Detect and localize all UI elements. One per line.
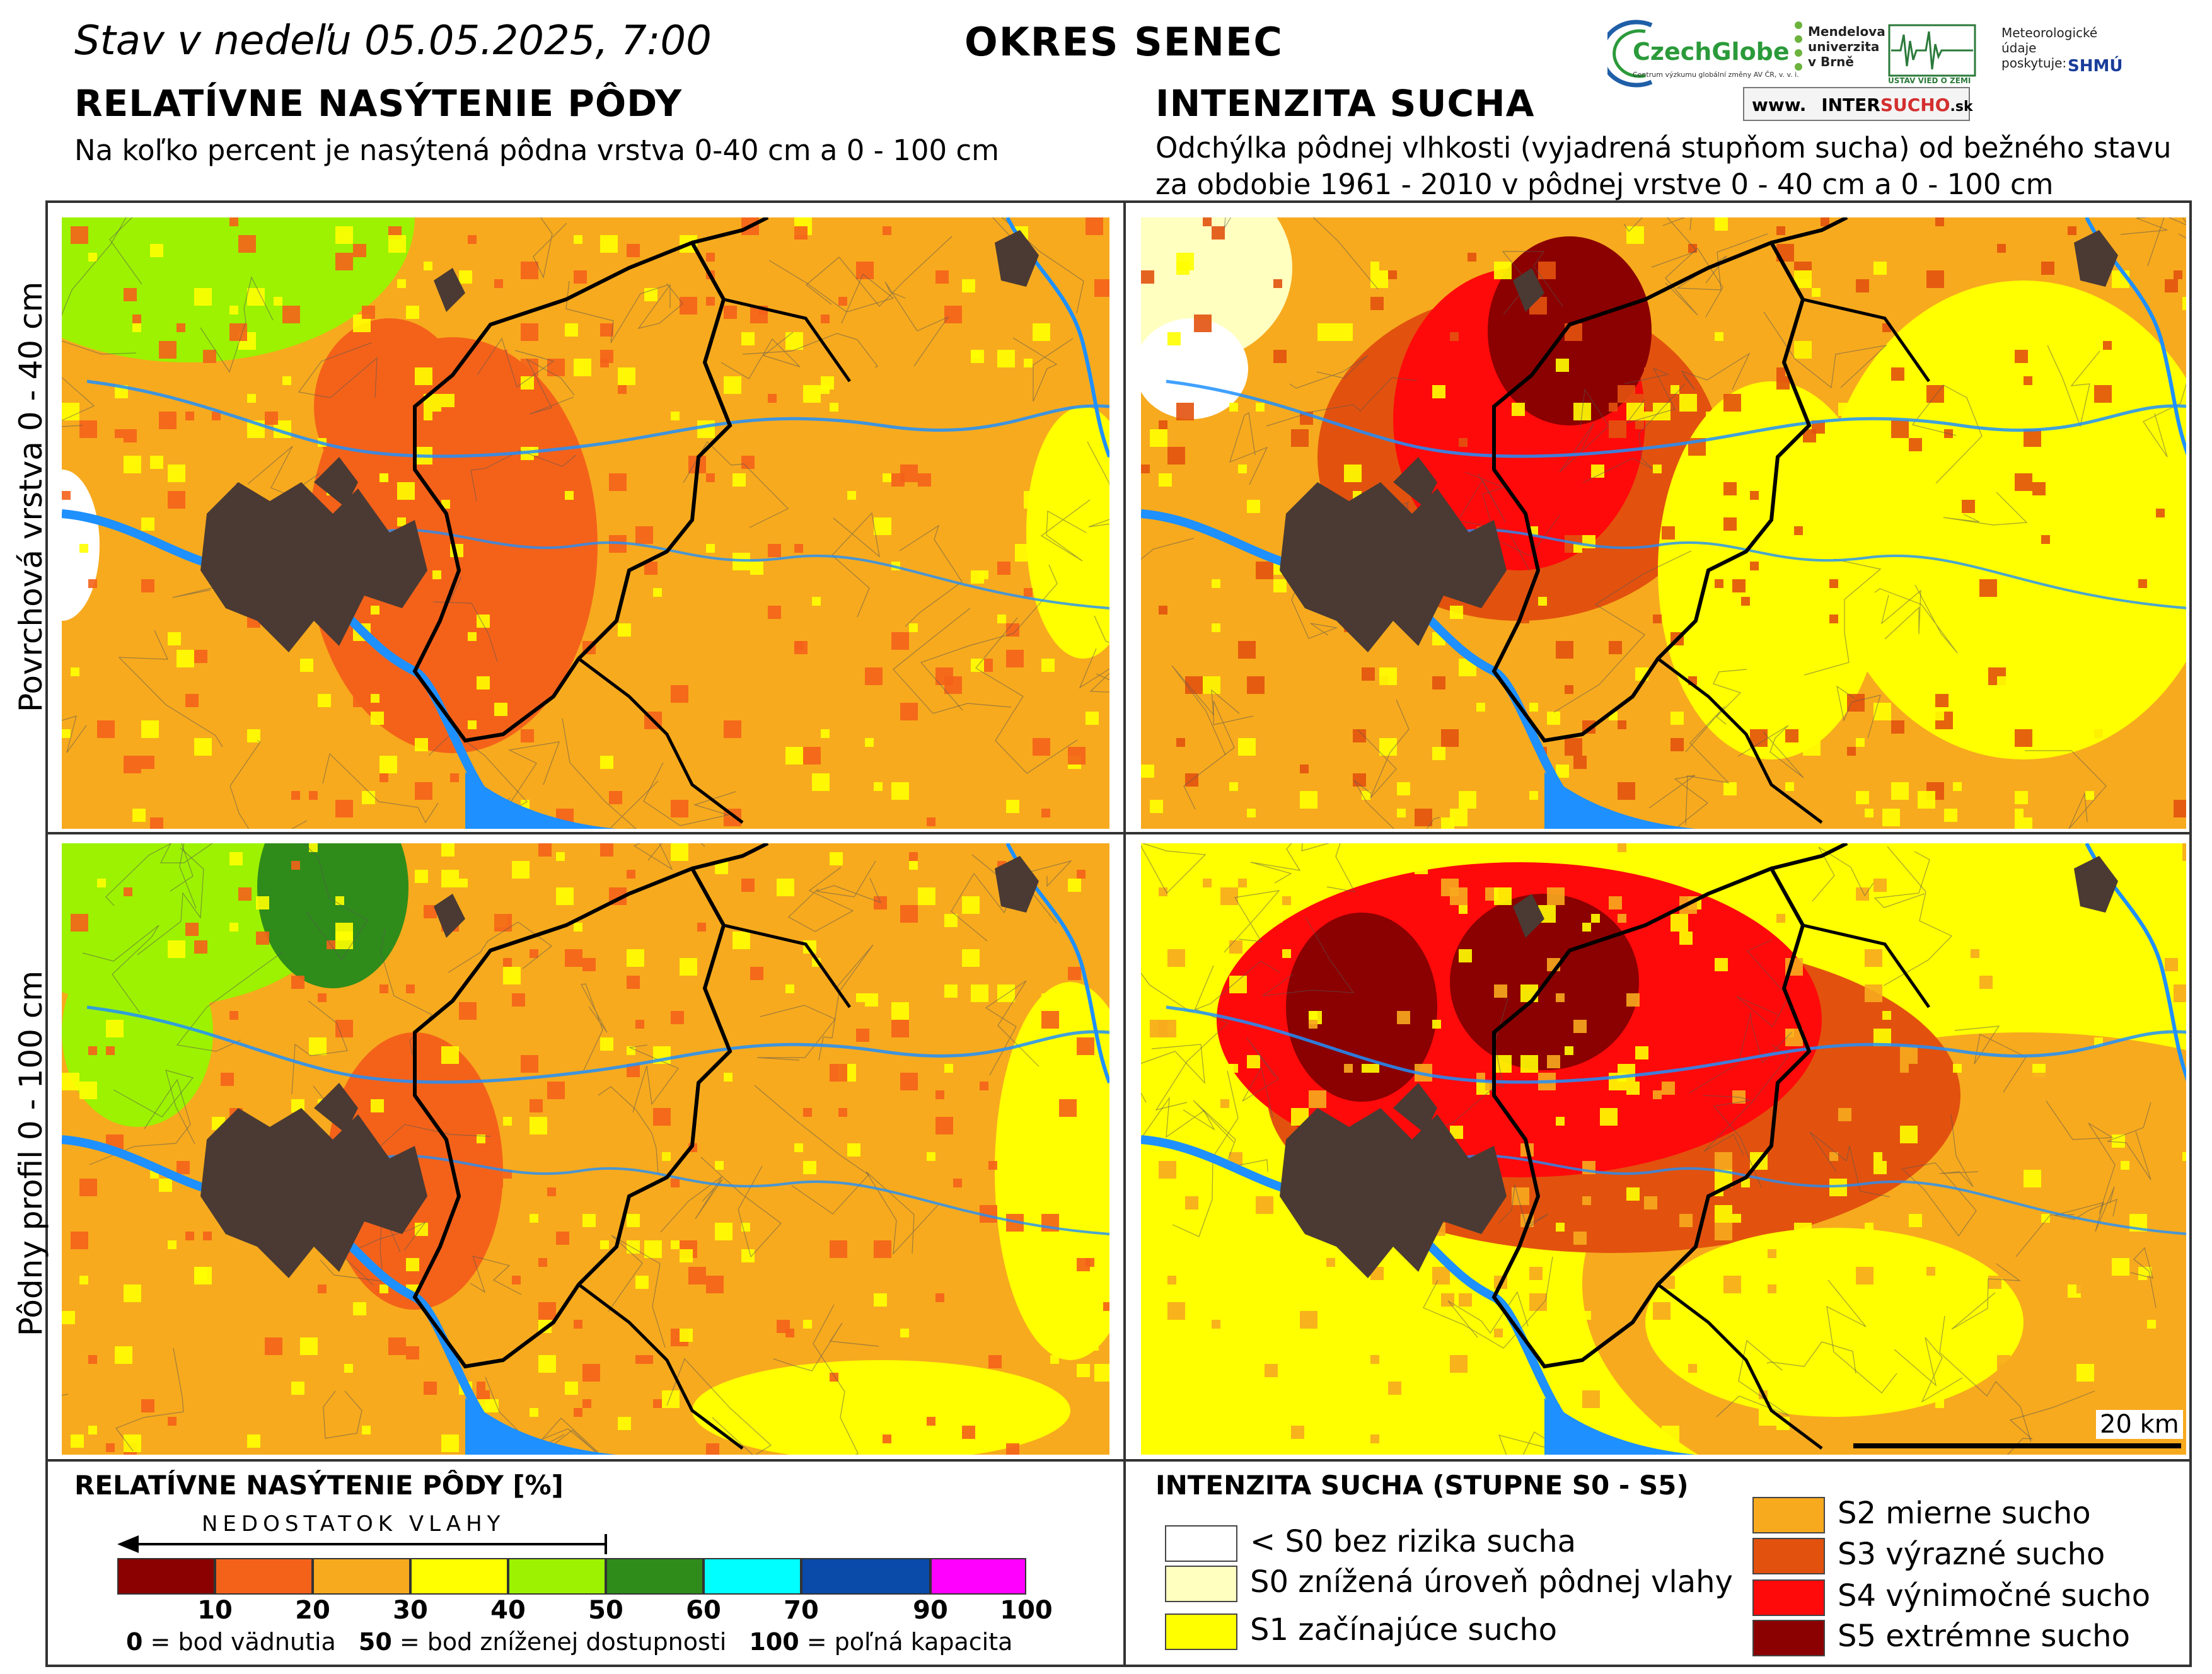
date-line: Stav v nedeľu 05.05.2025, 7:00	[74, 18, 712, 64]
row-label-top: Povrchová vrstva 0 - 40 cm	[13, 281, 49, 712]
note-50-value: 50	[358, 1628, 392, 1656]
drought-class-label: S4 výnimočné sucho	[1838, 1578, 2151, 1613]
drought-class-swatch	[1752, 1538, 1825, 1574]
colorbar-bin	[313, 1558, 410, 1595]
meteo-line-1: Meteorologické	[2001, 25, 2098, 40]
colorbar-tick: 90	[913, 1596, 948, 1625]
scale-bar-label: 20 km	[2096, 1410, 2183, 1439]
scale-bar	[1853, 1443, 2181, 1448]
vertical-divider	[1123, 200, 1126, 1667]
drought-class-label: S1 začínajúce sucho	[1250, 1612, 1557, 1648]
saturation-notes: 0 = bod vädnutia 50 = bod zníženej dostu…	[126, 1628, 1012, 1656]
drought-class-label: < S0 bez rizika sucha	[1250, 1524, 1577, 1559]
drought-class-label: S5 extrémne sucho	[1838, 1619, 2130, 1654]
colorbar-tick: 40	[490, 1596, 526, 1625]
meteo-line-3: poskytuje:	[2001, 55, 2067, 71]
mendel-dots-icon	[1793, 20, 1806, 86]
drought-class-label: S2 mierne sucho	[1838, 1496, 2091, 1531]
colorbar-bin	[117, 1558, 215, 1595]
partner-logos: CzechGlobe Centrum výzkumu globální změn…	[1607, 13, 2143, 121]
drought-class-label: S0 znížená úroveň pôdnej vlahy	[1250, 1564, 1733, 1600]
colorbar-bin	[508, 1558, 606, 1595]
note-0-text: = bod vädnutia	[142, 1628, 336, 1656]
colorbar-tick: 60	[686, 1596, 721, 1625]
drought-class-swatch	[1752, 1579, 1825, 1616]
colorbar-tick: 10	[197, 1596, 233, 1625]
intersucho-a: INTER	[1821, 95, 1880, 115]
colorbar-bin	[801, 1558, 930, 1595]
czechglobe-subtitle: Centrum výzkumu globální změny AV ČR, v.…	[1633, 71, 1799, 79]
colorbar-bin	[606, 1558, 704, 1595]
note-0-value: 0	[126, 1628, 143, 1656]
left-panel-subtitle: Na koľko percent je nasýtená pôdna vrstv…	[74, 134, 999, 167]
drought-class-swatch	[1165, 1525, 1237, 1562]
right-panel-title: INTENZITA SUCHA	[1155, 82, 1535, 125]
row-label-bottom: Pôdny profil 0 - 100 cm	[13, 970, 49, 1337]
left-panel-title: RELATÍVNE NASÝTENIE PÔDY	[74, 82, 683, 125]
mendel-line-3: v Brně	[1808, 54, 1854, 69]
drought-class-swatch	[1165, 1613, 1237, 1650]
lack-of-moisture-arrow-icon	[117, 1534, 607, 1554]
note-100-value: 100	[749, 1628, 799, 1656]
colorbar-bin	[704, 1558, 801, 1595]
colorbar-tick: 20	[295, 1596, 330, 1625]
intersucho-prefix: www.	[1752, 95, 1807, 115]
drought-class-label: S3 výrazné sucho	[1838, 1537, 2105, 1572]
shmu-logo: SHMÚ	[2068, 57, 2123, 76]
drought-class-swatch	[1752, 1620, 1825, 1656]
czechglobe-logo: CzechGlobe Centrum výzkumu globální změn…	[1607, 19, 1799, 88]
meteo-provider: Meteorologické údaje poskytuje:	[2001, 25, 2097, 71]
intersucho-b: SUCHO	[1880, 95, 1950, 115]
note-100-text: = poľná kapacita	[799, 1628, 1013, 1656]
colorbar-bin	[930, 1558, 1026, 1595]
intersucho-logo[interactable]: www. INTERSUCHO.sk	[1743, 87, 1973, 121]
map-saturation-topsoil[interactable]	[62, 217, 1109, 829]
mendel-line-2: univerzita	[1808, 39, 1880, 54]
note-50-text: = bod zníženej dostupnosti	[391, 1628, 727, 1656]
lack-of-moisture-label: NEDOSTATOK VLAHY	[202, 1511, 506, 1537]
panel-frame	[45, 200, 2192, 1667]
colorbar-tick: 70	[784, 1596, 819, 1625]
right-panel-subtitle-1: Odchýlka pôdnej vlhkosti (vyjadrená stup…	[1155, 131, 2172, 165]
saturation-colorbar-ticks: 10 20 30 40 50 60 70 90 100	[117, 1596, 1053, 1627]
map-saturation-profile[interactable]	[62, 843, 1109, 1455]
map-drought-profile[interactable]	[1141, 843, 2186, 1455]
right-panel-subtitle-2: za obdobie 1961 - 2010 v pôdnej vrstve 0…	[1155, 168, 2054, 201]
uvz-name: ÚSTAV VIED O ZEMI	[1888, 76, 1971, 85]
legend-saturation-title: RELATÍVNE NASÝTENIE PÔDY [%]	[74, 1470, 564, 1501]
colorbar-bin	[410, 1558, 508, 1595]
legend-divider	[45, 1459, 2192, 1462]
czechglobe-swoosh-icon	[1607, 20, 1653, 88]
map-drought-topsoil[interactable]	[1141, 217, 2186, 829]
row-divider	[45, 832, 2192, 834]
drought-class-swatch	[1165, 1566, 1237, 1602]
seismograph-icon	[1888, 24, 1976, 77]
colorbar-bin	[215, 1558, 313, 1595]
mendel-logo: Mendelova univerzita v Brně	[1808, 24, 1885, 69]
uvz-logo: ÚSTAV VIED O ZEMI	[1888, 22, 1976, 91]
czechglobe-name: CzechGlobe	[1633, 38, 1790, 66]
saturation-colorbar	[117, 1558, 1026, 1595]
colorbar-tick: 30	[393, 1596, 428, 1625]
legend-drought-title: INTENZITA SUCHA (STUPNE S0 - S5)	[1155, 1470, 1689, 1501]
colorbar-tick: 100	[1000, 1596, 1053, 1625]
mendel-line-1: Mendelova	[1808, 24, 1885, 39]
district-title: OKRES SENEC	[964, 19, 1283, 65]
meteo-line-2: údaje	[2001, 40, 2037, 55]
intersucho-suffix: .sk	[1950, 99, 1973, 115]
colorbar-tick: 50	[588, 1596, 623, 1625]
drought-class-swatch	[1752, 1497, 1825, 1533]
